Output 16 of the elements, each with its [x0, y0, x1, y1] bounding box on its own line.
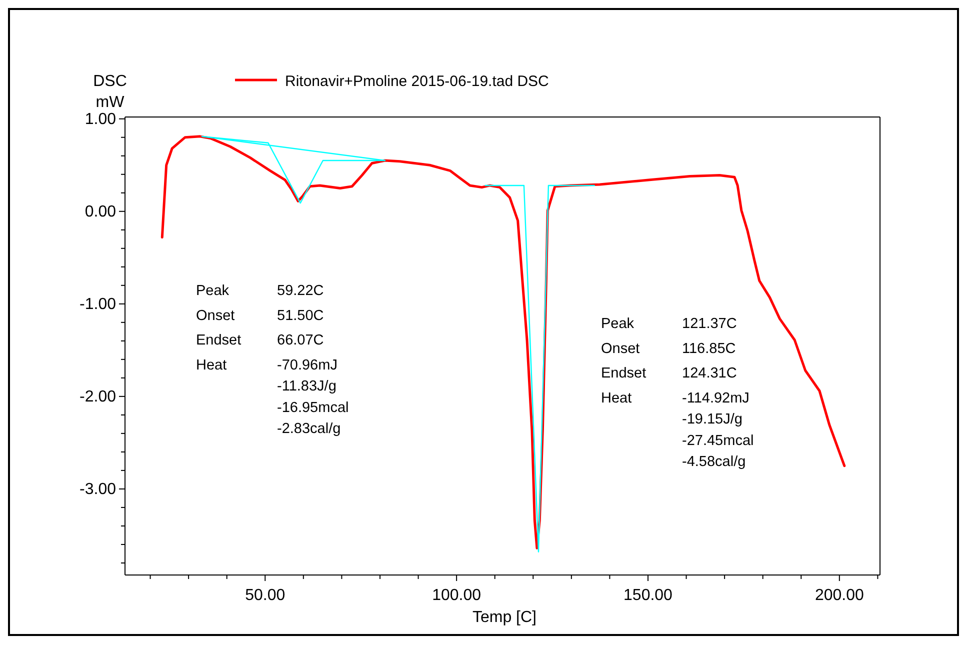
x-tick-label: 50.00	[245, 587, 286, 604]
x-tick-label: 150.00	[624, 587, 673, 604]
y-tick-label: 0.00	[84, 203, 116, 220]
x-axis-title: Temp [C]	[472, 609, 537, 626]
y-axis-title: DSC mW	[93, 73, 127, 111]
annotation: 59.22C 51.50C 66.07C -70.96mJ -11.83J/g -16.95mcal -2.83cal/g	[277, 283, 349, 437]
y-tick-label: -1.00	[80, 296, 116, 314]
y-tick-label: -3.00	[80, 481, 116, 498]
x-tick-label: 100.00	[432, 587, 482, 604]
x-tick-label: 200.00	[814, 587, 864, 604]
legend-label: Ritonavir+Pmoline 2015-06-19.tad DSC	[285, 73, 550, 90]
y-tick-label: -2.00	[80, 388, 116, 406]
y-tick-label: 1.00	[84, 110, 116, 128]
annotation: Peak Onset Endset Heat	[601, 316, 646, 406]
annotation: Peak Onset Endset Heat	[196, 283, 242, 374]
annotation: 121.37C 116.85C 124.31C -114.92mJ -19.15J/g -27.45mcal -4.58cal/g	[682, 316, 754, 470]
